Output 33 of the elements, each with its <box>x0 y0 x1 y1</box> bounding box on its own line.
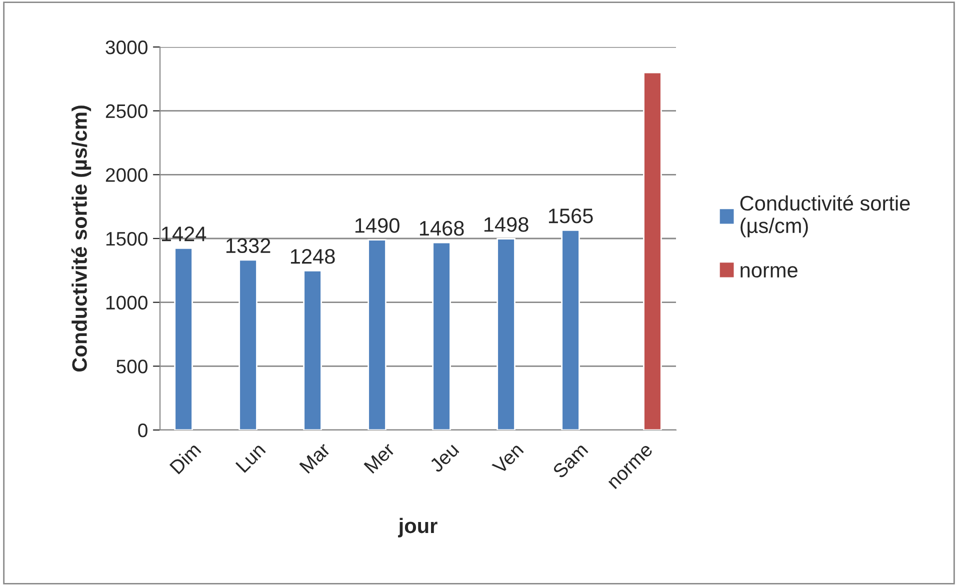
y-tick-label: 1500 <box>106 232 148 246</box>
bar <box>643 72 662 430</box>
x-tick-label: Dim <box>168 442 202 474</box>
bar <box>368 239 386 430</box>
x-tick-label: Mar <box>299 442 332 474</box>
y-tick-label: 0 <box>138 423 148 438</box>
data-label: 1565 <box>548 208 593 224</box>
y-tick-label: 2000 <box>106 168 148 182</box>
data-label: 1332 <box>226 238 270 254</box>
y-tick-label: 1000 <box>106 296 148 310</box>
y-axis-title: Conductivité sortie (µs/cm) <box>71 106 92 372</box>
x-axis-title: jour <box>398 518 438 538</box>
x-tick-label: Sam <box>552 442 588 479</box>
bar <box>432 242 451 430</box>
bar <box>174 248 193 430</box>
x-tick-label: Jeu <box>428 442 460 474</box>
y-tick-label: 2500 <box>106 104 148 118</box>
bar <box>238 259 258 430</box>
data-label: 1424 <box>162 226 206 242</box>
legend-label: Conductivité sortie (µs/cm) <box>740 195 910 238</box>
x-tick-label: Mer <box>364 442 396 474</box>
bar <box>303 270 322 430</box>
y-tick-label: 3000 <box>106 40 148 54</box>
y-tick-label: 500 <box>116 360 148 374</box>
legend-label: norme <box>740 266 798 278</box>
x-tick-label: Ven <box>492 442 524 475</box>
x-tick-label: Lun <box>235 442 266 474</box>
bar <box>561 230 580 430</box>
data-label: 1248 <box>290 249 335 264</box>
bar <box>496 238 516 430</box>
data-label: 1468 <box>420 220 464 236</box>
data-label: 1490 <box>355 218 400 233</box>
data-label: 1498 <box>484 217 528 232</box>
